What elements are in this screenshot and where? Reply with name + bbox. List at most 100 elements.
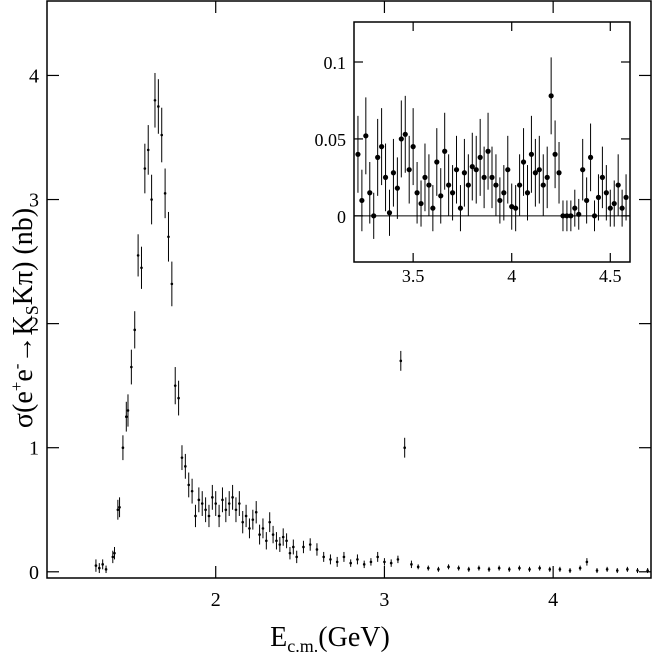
data-point: [285, 539, 288, 543]
data-point: [532, 170, 538, 176]
data-point: [646, 569, 649, 572]
data-point: [241, 520, 245, 524]
data-point: [469, 164, 475, 170]
x-tick-label: 4: [548, 589, 558, 611]
data-point: [410, 563, 413, 566]
data-point: [211, 496, 214, 499]
data-point: [623, 194, 629, 200]
data-point: [200, 502, 204, 505]
data-point: [359, 197, 365, 204]
data-point: [214, 502, 218, 505]
data-point: [560, 213, 566, 219]
data-point: [467, 568, 471, 571]
data-point: [369, 560, 373, 564]
data-point: [548, 568, 552, 571]
data-point: [518, 566, 521, 570]
data-point: [587, 154, 594, 160]
data-point: [111, 555, 115, 559]
data-point: [124, 415, 128, 418]
data-point: [258, 533, 261, 536]
data-point: [591, 213, 598, 219]
data-point: [568, 569, 572, 572]
y-tick-label: 4: [29, 65, 39, 87]
data-point: [611, 200, 617, 207]
data-point: [497, 197, 503, 204]
data-point: [528, 568, 531, 571]
data-point: [430, 205, 436, 211]
data-point: [548, 93, 554, 99]
data-point: [528, 151, 535, 157]
data-point: [398, 136, 404, 142]
data-point: [98, 566, 101, 570]
data-point: [416, 565, 420, 569]
data-point: [160, 133, 164, 137]
data-point: [180, 456, 184, 459]
x-axis-label: Ec.m.(GeV): [270, 622, 390, 656]
data-point: [438, 193, 444, 199]
data-point: [578, 566, 582, 570]
data-point: [576, 211, 582, 217]
data-point: [302, 545, 305, 549]
y-label-part: e: [8, 369, 39, 381]
y-label-part: σ(e: [8, 391, 39, 428]
x-tick-label: 3.5: [402, 266, 425, 286]
data-point: [487, 568, 491, 571]
data-point: [363, 133, 369, 139]
data-point: [224, 508, 228, 512]
y-label-part: -: [7, 363, 26, 369]
data-point: [184, 465, 187, 468]
y-tick-label: 1: [29, 438, 39, 460]
y-label-part: →K: [8, 315, 39, 363]
data-point: [399, 359, 403, 363]
data-point: [477, 566, 481, 570]
data-point: [473, 167, 479, 173]
data-point: [278, 543, 282, 546]
data-point: [104, 568, 108, 571]
data-point: [362, 563, 366, 566]
y-tick-label: 0.05: [315, 130, 347, 150]
data-point: [410, 144, 416, 150]
data-point: [367, 190, 373, 196]
data-point: [329, 558, 332, 561]
data-point: [116, 508, 120, 512]
data-point: [615, 569, 619, 572]
data-point: [275, 539, 278, 543]
data-point: [163, 192, 167, 195]
data-point: [394, 185, 400, 191]
data-point: [507, 568, 511, 571]
data-point: [194, 514, 197, 518]
data-point: [234, 508, 238, 512]
data-point: [489, 174, 495, 180]
data-point: [426, 566, 430, 570]
data-point: [335, 560, 339, 564]
data-point: [636, 569, 639, 572]
data-point: [101, 563, 104, 566]
x-label-part: (GeV): [318, 622, 390, 653]
data-point: [509, 204, 515, 210]
data-point: [281, 535, 285, 539]
data-point: [536, 167, 542, 173]
data-point: [626, 568, 629, 571]
data-point: [153, 98, 157, 102]
data-point: [414, 190, 420, 196]
data-point: [603, 190, 609, 196]
data-point: [406, 167, 412, 173]
data-point: [146, 148, 150, 152]
data-point: [447, 565, 450, 569]
data-point: [595, 569, 599, 572]
data-point: [580, 167, 586, 173]
x-tick-label: 4: [507, 266, 516, 286]
data-point: [607, 205, 613, 211]
data-point: [457, 205, 464, 211]
data-point: [383, 560, 386, 564]
data-point: [538, 566, 541, 570]
data-point: [389, 561, 393, 565]
y-tick-label: 0: [337, 207, 346, 227]
data-point: [371, 213, 377, 219]
plot-frame: [353, 21, 631, 263]
data-point: [157, 105, 160, 108]
data-point: [568, 213, 574, 219]
data-point: [501, 190, 507, 196]
data-point: [485, 148, 491, 154]
data-point: [376, 555, 379, 559]
